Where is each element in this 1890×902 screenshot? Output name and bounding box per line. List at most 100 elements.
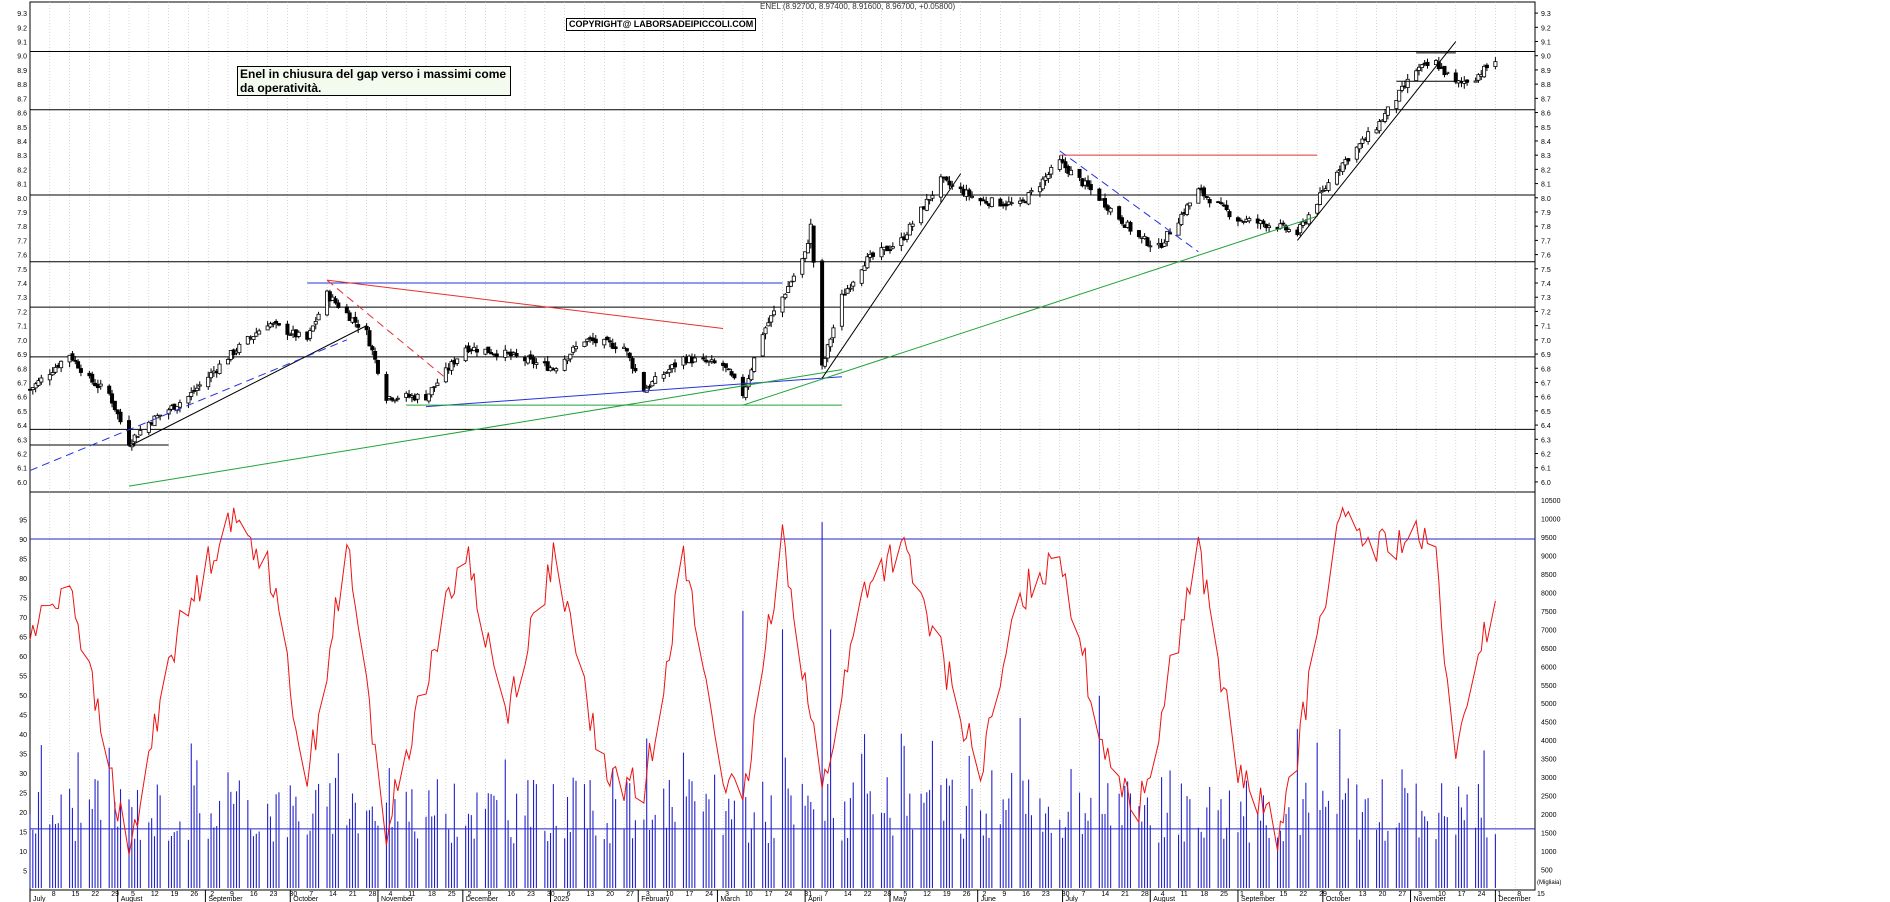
price-axis-tick: 7.5 [17, 267, 27, 274]
candle-body [585, 338, 590, 342]
candle-body [353, 316, 358, 323]
candle-body [607, 340, 612, 343]
x-day-label: 10 [1438, 891, 1446, 898]
x-day-label: 26 [963, 891, 971, 898]
volume-bars [29, 522, 1496, 888]
x-day-label: 5 [131, 891, 135, 898]
candle-body [449, 361, 454, 371]
candle-body [1405, 78, 1410, 89]
candle-body [627, 352, 632, 359]
candle-body [1119, 217, 1124, 224]
candle-body [899, 237, 904, 246]
candle-body [1117, 206, 1122, 220]
candle-body [1026, 192, 1031, 205]
candle-body [820, 260, 825, 366]
candle-body [347, 312, 352, 321]
candle-body [633, 367, 638, 372]
price-axis-tick: 8.8 [17, 82, 27, 89]
candle-body [1286, 229, 1291, 232]
oscillator-axis-tick: 65 [19, 635, 27, 642]
x-day-label: 1 [1240, 891, 1244, 898]
candle-body [919, 206, 924, 224]
candle-body [938, 176, 943, 198]
candle-body [127, 420, 132, 446]
candle-body [545, 361, 550, 371]
price-axis-tick: 6.5 [1541, 409, 1551, 416]
candle-body [743, 386, 748, 398]
candle-body [1320, 190, 1325, 193]
price-axis-tick: 6.6 [1541, 395, 1551, 402]
x-month-label: March [720, 896, 740, 902]
price-axis-tick: 9.2 [17, 25, 27, 32]
candle-body [472, 346, 477, 352]
price-axis-tick: 6.3 [1541, 437, 1551, 444]
volume-unit-label: (Migliaia) [1537, 880, 1561, 886]
price-axis-tick: 7.7 [17, 238, 27, 245]
candle-body [1334, 171, 1339, 185]
candle-body [726, 368, 731, 371]
trend-line-blue [426, 376, 842, 408]
candle-body [392, 399, 397, 402]
oscillator-axis-tick: 75 [19, 596, 27, 603]
candle-body [1063, 161, 1068, 169]
candle-body [1238, 219, 1243, 222]
x-day-label: 15 [1280, 891, 1288, 898]
candle-body [1136, 230, 1141, 238]
x-month-label: October [293, 896, 319, 902]
price-axis-tick: 7.8 [17, 224, 27, 231]
candle-body [692, 357, 697, 363]
candle-body [514, 353, 519, 357]
candle-body [288, 334, 293, 336]
candle-body [568, 353, 573, 360]
x-month-label: November [1414, 896, 1447, 902]
x-day-label: 23 [270, 891, 278, 898]
x-day-label: 1 [1497, 891, 1501, 898]
candle-body [285, 323, 290, 335]
candle-body [1235, 217, 1240, 222]
oscillator-axis-tick: 35 [19, 752, 27, 759]
candle-body [132, 434, 137, 443]
x-day-label: 24 [785, 891, 793, 898]
candle-body [110, 393, 115, 404]
candle-body [630, 358, 635, 369]
x-day-label: 19 [943, 891, 951, 898]
candle-body [206, 376, 211, 388]
candle-body [871, 252, 876, 257]
candle-body [729, 371, 734, 376]
x-month-label: June [981, 896, 996, 902]
price-axis-tick: 6.6 [17, 395, 27, 402]
candle-body [565, 358, 570, 362]
price-axis-tick: 8.1 [17, 182, 27, 189]
x-month-label: July [33, 896, 46, 902]
candle-body [426, 393, 431, 402]
candle-body [865, 256, 870, 269]
candle-body [752, 357, 757, 372]
price-axis-tick: 8.4 [1541, 139, 1551, 146]
price-axis-tick: 8.6 [17, 111, 27, 118]
candle-body [842, 293, 847, 296]
x-day-label: 2 [983, 891, 987, 898]
price-axis-tick: 7.2 [17, 309, 27, 316]
volume-axis-tick: 2000 [1541, 812, 1557, 819]
x-day-label: 5 [903, 891, 907, 898]
candle-body [1482, 65, 1487, 78]
x-day-label: 7 [309, 891, 313, 898]
candle-body [186, 396, 191, 404]
candle-body [845, 288, 850, 294]
candle-body [805, 243, 810, 254]
candle-body [970, 195, 975, 198]
volume-axis-tick: 1000 [1541, 849, 1557, 856]
candle-body [1366, 131, 1371, 143]
candle-body [336, 302, 341, 308]
price-axis-tick: 7.0 [1541, 338, 1551, 345]
price-axis-tick: 7.2 [1541, 309, 1551, 316]
candle-body [466, 345, 471, 353]
volume-axis-tick: 4500 [1541, 720, 1557, 727]
candle-body [251, 336, 256, 340]
volume-axis-tick: 6000 [1541, 664, 1557, 671]
candle-body [1397, 89, 1402, 102]
price-axis-tick: 7.1 [1541, 324, 1551, 331]
candle-body [1057, 159, 1062, 170]
price-axis-tick: 6.8 [17, 366, 27, 373]
candle-body [1473, 80, 1478, 83]
